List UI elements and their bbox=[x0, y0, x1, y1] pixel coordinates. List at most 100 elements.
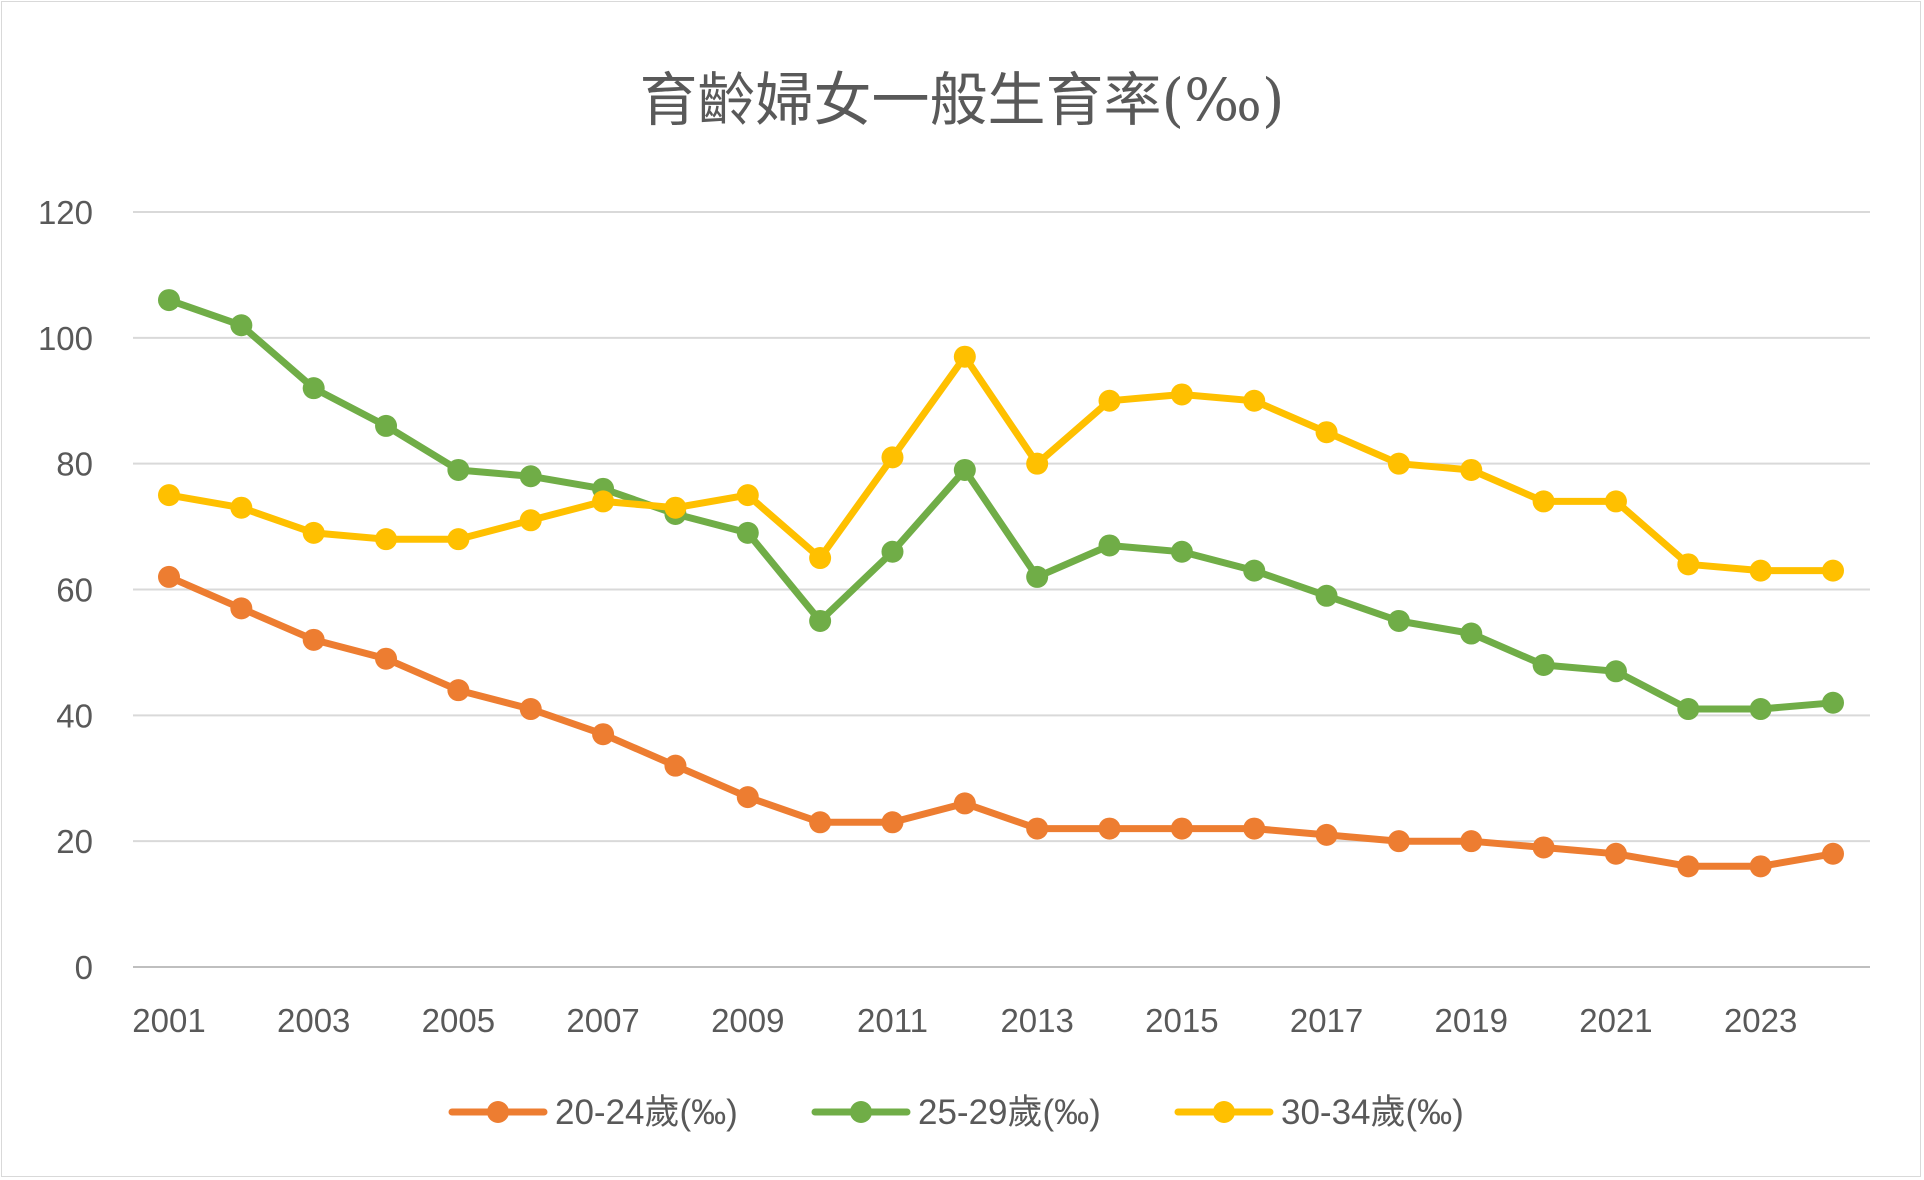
data-point bbox=[1026, 565, 1049, 588]
data-point bbox=[1026, 817, 1049, 840]
legend-label: 25-29歲(‰) bbox=[918, 1093, 1101, 1132]
data-point bbox=[1315, 421, 1338, 444]
legend-item: 20-24歲(‰) bbox=[448, 1093, 738, 1132]
data-point bbox=[1822, 842, 1844, 865]
data-point bbox=[881, 811, 904, 834]
legend-item: 30-34歲(‰) bbox=[1174, 1093, 1464, 1132]
data-point bbox=[1822, 691, 1844, 714]
legend-swatch-marker bbox=[850, 1101, 872, 1123]
x-tick-label: 2019 bbox=[1435, 1002, 1508, 1039]
data-point bbox=[1822, 559, 1844, 582]
data-point bbox=[302, 377, 325, 400]
y-tick-label: 100 bbox=[38, 320, 93, 357]
data-point bbox=[230, 314, 253, 337]
data-point bbox=[375, 414, 398, 437]
data-point bbox=[1387, 830, 1410, 853]
data-point bbox=[1315, 584, 1338, 607]
data-point bbox=[664, 496, 687, 519]
data-point bbox=[230, 597, 253, 620]
data-point bbox=[1460, 458, 1483, 481]
data-point bbox=[664, 754, 687, 777]
x-tick-label: 2005 bbox=[422, 1002, 495, 1039]
gridlines bbox=[133, 211, 1870, 968]
x-tick-label: 2011 bbox=[857, 1002, 928, 1039]
data-point bbox=[158, 565, 180, 588]
data-point bbox=[1098, 389, 1121, 412]
data-point bbox=[1532, 654, 1555, 676]
data-point bbox=[302, 628, 325, 651]
data-point bbox=[1387, 609, 1410, 632]
data-point bbox=[809, 547, 832, 570]
series-1 bbox=[158, 565, 1844, 878]
series-2 bbox=[158, 289, 1844, 721]
x-tick-label: 2021 bbox=[1579, 1002, 1652, 1039]
data-point bbox=[736, 521, 759, 544]
data-point bbox=[953, 345, 976, 368]
data-point bbox=[953, 792, 976, 815]
data-point bbox=[158, 289, 180, 312]
legend: 20-24歲(‰) 25-29歲(‰) 30-34歲(‰) bbox=[448, 1093, 1464, 1132]
data-point bbox=[1460, 622, 1483, 645]
y-axis: 0 20 40 60 80 100 120 bbox=[38, 194, 93, 986]
data-point bbox=[519, 698, 542, 721]
legend-swatch-marker bbox=[487, 1101, 509, 1123]
data-point bbox=[230, 496, 253, 519]
legend-item: 25-29歲(‰) bbox=[811, 1093, 1101, 1132]
data-point bbox=[1604, 660, 1627, 683]
x-axis: 2001 2003 2005 2007 2009 2011 2013 2015 2017 2019… bbox=[132, 1002, 1797, 1039]
legend-label: 30-34歲(‰) bbox=[1281, 1093, 1464, 1132]
data-point bbox=[1677, 553, 1700, 576]
data-point bbox=[809, 609, 832, 632]
series-group bbox=[158, 289, 1844, 878]
data-point bbox=[1026, 452, 1049, 475]
data-point bbox=[1604, 490, 1627, 513]
data-point bbox=[158, 484, 180, 507]
y-tick-label: 20 bbox=[56, 823, 93, 860]
data-point bbox=[1677, 698, 1700, 721]
x-tick-label: 2015 bbox=[1145, 1002, 1218, 1039]
data-point bbox=[519, 509, 542, 532]
x-tick-label: 2001 bbox=[132, 1002, 205, 1039]
x-tick-label: 2017 bbox=[1290, 1002, 1363, 1039]
data-point bbox=[1098, 534, 1121, 557]
y-tick-label: 60 bbox=[56, 572, 93, 609]
data-point bbox=[592, 490, 615, 513]
data-point bbox=[736, 484, 759, 507]
x-tick-label: 2007 bbox=[566, 1002, 639, 1039]
data-point bbox=[809, 811, 832, 834]
y-tick-label: 40 bbox=[56, 697, 93, 734]
data-point bbox=[1243, 389, 1266, 412]
data-point bbox=[519, 465, 542, 488]
series-line bbox=[165, 573, 1837, 870]
data-point bbox=[375, 528, 398, 551]
data-point bbox=[1315, 823, 1338, 846]
data-point bbox=[1170, 540, 1193, 563]
data-point bbox=[592, 723, 615, 746]
data-point bbox=[447, 458, 470, 481]
data-point bbox=[1604, 842, 1627, 865]
data-point bbox=[1170, 817, 1193, 840]
chart-title: 育齡婦女一般生育率(‰) bbox=[639, 66, 1284, 134]
y-tick-label: 0 bbox=[75, 949, 93, 986]
data-point bbox=[736, 786, 759, 809]
x-tick-label: 2023 bbox=[1724, 1002, 1797, 1039]
data-point bbox=[1749, 559, 1772, 582]
data-point bbox=[953, 458, 976, 481]
data-point bbox=[1460, 830, 1483, 853]
x-tick-label: 2009 bbox=[711, 1002, 784, 1039]
x-tick-label: 2003 bbox=[277, 1002, 350, 1039]
data-point bbox=[375, 647, 398, 670]
data-point bbox=[302, 521, 325, 544]
data-point bbox=[1243, 559, 1266, 582]
data-point bbox=[447, 679, 470, 702]
data-point bbox=[1170, 383, 1193, 406]
data-point bbox=[1243, 817, 1266, 840]
y-tick-label: 80 bbox=[56, 446, 93, 483]
y-tick-label: 120 bbox=[38, 194, 93, 231]
data-point bbox=[1387, 452, 1410, 475]
data-point bbox=[881, 540, 904, 563]
data-point bbox=[447, 528, 470, 551]
data-point bbox=[1749, 698, 1772, 721]
legend-swatch-marker bbox=[1213, 1101, 1235, 1123]
